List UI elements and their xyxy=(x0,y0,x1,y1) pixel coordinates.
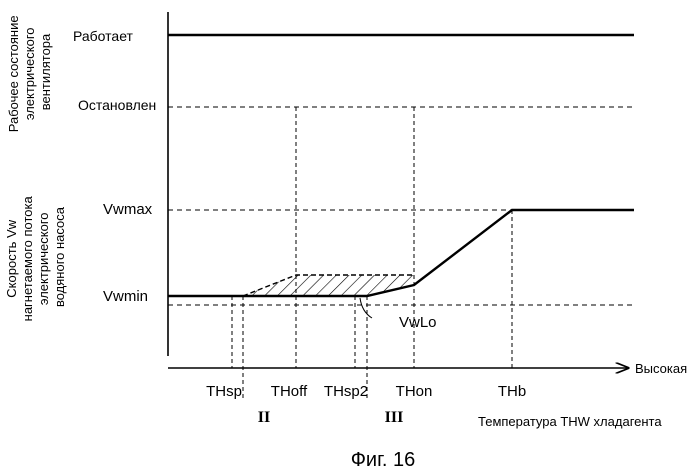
tick-thoff: THoff xyxy=(271,383,308,400)
bottom-ylabel: Скорость Vw нагнетаемого потока электрич… xyxy=(4,193,67,322)
bottom-ylabel-line-3: электрического xyxy=(36,212,51,305)
top-ylabel-line-2: электрического xyxy=(22,27,37,120)
tick-thsp2: THsp2 xyxy=(324,383,368,400)
state-on-label: Работает xyxy=(73,28,134,44)
bottom-ylabel-line-4: водяного насоса xyxy=(52,206,67,307)
figure-caption: Фиг. 16 xyxy=(351,449,416,471)
mark-iii: III xyxy=(385,409,404,426)
top-ylabel-line-1: Рабочее состояние xyxy=(6,15,21,132)
vwmax-label: Vwmax xyxy=(103,201,153,218)
vwmin-label: Vwmin xyxy=(103,288,148,305)
vwlo-leader xyxy=(360,298,372,318)
mark-ii: II xyxy=(258,409,270,426)
tick-thb: THb xyxy=(498,383,526,400)
bottom-ylabel-line-1: Скорость Vw xyxy=(4,219,19,297)
bottom-ylabel-line-2: нагнетаемого потока xyxy=(20,196,35,322)
top-ylabel-line-3: вентилятора xyxy=(38,33,53,110)
state-off-label: Остановлен xyxy=(78,97,156,113)
tick-thon: THon xyxy=(396,383,433,400)
tick-thsp: THsp xyxy=(206,383,242,400)
x-axis-title: Температура THW хладагента xyxy=(478,414,662,429)
vwlo-label: VwLo xyxy=(399,314,437,331)
top-ylabel: Рабочее состояние электрического вентиля… xyxy=(6,12,53,132)
x-axis-high-label: Высокая xyxy=(635,361,687,376)
